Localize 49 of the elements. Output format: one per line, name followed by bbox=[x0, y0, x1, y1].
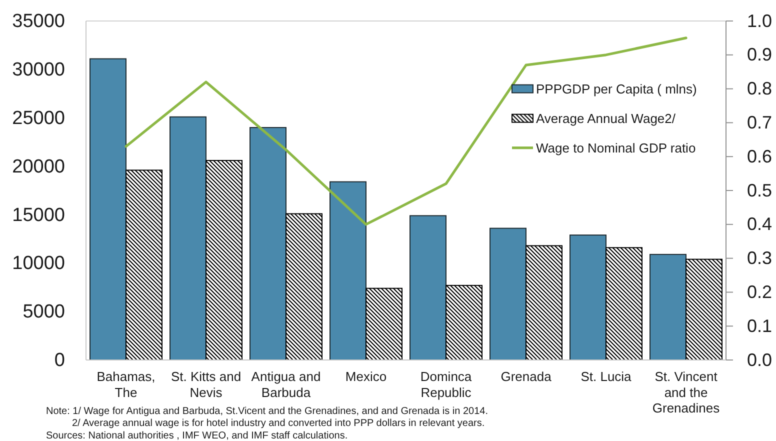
x-tick-label: Antigua and Barbuda bbox=[251, 369, 321, 400]
y2-tick-label: 0.8 bbox=[747, 78, 772, 99]
bar bbox=[126, 170, 162, 360]
bar bbox=[410, 215, 446, 360]
x-tick-label: St. Lucia bbox=[580, 369, 632, 384]
bar bbox=[90, 58, 126, 360]
y-tick-label: 15000 bbox=[12, 204, 65, 226]
legend-label: PPPGDP per Capita ( mlns) bbox=[536, 81, 697, 96]
bar bbox=[490, 228, 526, 360]
legend-label: Average Annual Wage2/ bbox=[536, 110, 676, 126]
legend-label: Wage to Nominal GDP ratio bbox=[536, 140, 696, 156]
bar bbox=[526, 245, 562, 360]
y2-tick-label: 0.4 bbox=[747, 214, 772, 234]
y-tick-label: 30000 bbox=[12, 60, 65, 81]
bar bbox=[606, 247, 642, 360]
x-tick-label: Dominca Republic bbox=[420, 369, 472, 400]
bar bbox=[170, 116, 206, 360]
y2-tick-label: 0.1 bbox=[747, 316, 772, 336]
y2-tick-label: 1.0 bbox=[747, 10, 772, 31]
bar bbox=[446, 284, 482, 360]
y-tick-label: 10000 bbox=[12, 253, 65, 274]
y-tick-label: 0 bbox=[54, 350, 65, 372]
y2-tick-label: 0.3 bbox=[747, 248, 772, 268]
bar bbox=[250, 127, 286, 360]
text: Note: 1/ Wage for Antigua and Barbuda, St.Vicent and the Grenadines, and and Grenada is in 2014. bbox=[46, 406, 488, 417]
bar bbox=[570, 234, 606, 360]
bar bbox=[686, 258, 722, 360]
source-note: Sources: National authorities , IMF WEO, and IMF staff calculations. bbox=[46, 430, 348, 441]
bar bbox=[206, 160, 242, 360]
y2-tick-label: 0.9 bbox=[747, 44, 772, 65]
y2-tick-label: 0.6 bbox=[747, 146, 772, 166]
text: 2/ Average annual wage is for hotel industry and converted into PPP dollars in relevant years. bbox=[72, 418, 485, 430]
y2-tick-label: 0.0 bbox=[747, 350, 772, 370]
x-tick-label: Mexico bbox=[345, 369, 387, 384]
y-tick-label: 20000 bbox=[12, 156, 65, 178]
y2-tick-label: 0.5 bbox=[747, 180, 772, 200]
x-tick-label: Bahamas, The bbox=[96, 369, 156, 400]
bar bbox=[286, 213, 322, 360]
y2-tick-label: 0.7 bbox=[747, 112, 772, 132]
bar bbox=[650, 254, 686, 360]
x-tick-label: Grenada bbox=[500, 369, 552, 384]
x-tick-label: St. Kitts and Nevis bbox=[170, 369, 242, 400]
y-tick-label: 25000 bbox=[12, 108, 65, 129]
bar bbox=[366, 288, 402, 360]
bar bbox=[330, 181, 366, 360]
x-tick-label: St. Vincent and the Grenadines bbox=[652, 369, 720, 416]
y-tick-label: 5000 bbox=[22, 302, 65, 323]
y-tick-label: 35000 bbox=[12, 11, 65, 32]
y2-tick-label: 0.2 bbox=[747, 282, 772, 302]
